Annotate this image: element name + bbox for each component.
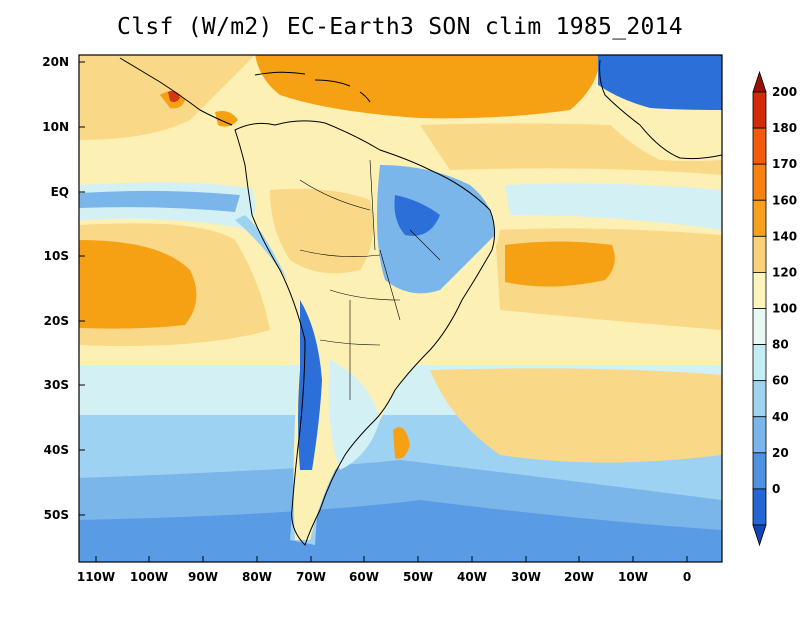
field-amazon-tan xyxy=(270,188,374,274)
lon-label-80w: 80W xyxy=(242,570,272,584)
lon-label-10w: 10W xyxy=(618,570,648,584)
colorbar-label: 180 xyxy=(772,121,797,135)
colorbar-label: 80 xyxy=(772,338,789,352)
colorbar-segment xyxy=(752,380,767,418)
colorbar-label: 60 xyxy=(772,374,789,388)
colorbar-top-triangle xyxy=(752,70,767,93)
colorbar-segment xyxy=(752,91,767,129)
colorbar-label: 200 xyxy=(772,85,797,99)
lon-label-30w: 30W xyxy=(511,570,541,584)
field-caribbean-orange xyxy=(215,111,238,127)
coastline-caribbean-islands xyxy=(254,71,371,103)
field-atlantic-eq-cyan xyxy=(505,183,722,230)
coastline-central-america xyxy=(119,57,233,126)
colorbar-segment xyxy=(752,199,767,237)
field-patagonia-orange xyxy=(393,427,410,459)
field-pacific-orange xyxy=(79,240,197,329)
field-north-atlantic-high xyxy=(255,55,600,119)
longitude-labels: 110W 100W 90W 80W 70W 60W 50W 40W 30W 20… xyxy=(77,570,691,584)
map-frame xyxy=(78,54,723,563)
lat-label-40s: 40S xyxy=(44,443,69,457)
lat-label-10n: 10N xyxy=(42,120,69,134)
colorbar-segment xyxy=(752,344,767,382)
field-africa-blue xyxy=(598,55,722,110)
colorbar-segment xyxy=(752,452,767,490)
colorbar-segment xyxy=(752,163,767,201)
field-south-atlantic-orange xyxy=(505,241,615,287)
colorbar-segment xyxy=(752,488,767,526)
coastline-south-america xyxy=(234,120,496,546)
colorbar-label: 170 xyxy=(772,157,797,171)
coastline-africa xyxy=(599,59,722,160)
lon-label-60w: 60W xyxy=(349,570,379,584)
lon-label-50w: 50W xyxy=(403,570,433,584)
lat-label-eq: EQ xyxy=(51,185,69,199)
lon-label-100w: 100W xyxy=(130,570,168,584)
colorbar-bottom-triangle xyxy=(752,524,767,547)
lon-label-20w: 20W xyxy=(564,570,594,584)
field-nordeste-deep xyxy=(394,195,440,236)
field-argentina-cyan xyxy=(328,360,380,470)
field-andes-blue xyxy=(298,300,322,470)
latitude-ticks xyxy=(79,61,85,516)
colorbar-label: 120 xyxy=(772,265,797,279)
colorbar-label: 160 xyxy=(772,193,797,207)
colorbar-label: 0 xyxy=(772,482,780,496)
country-borders xyxy=(299,159,441,400)
field-equatorial-blue xyxy=(79,190,240,212)
colorbar-segment xyxy=(752,127,767,165)
colorbar-label: 40 xyxy=(772,410,789,424)
field-south-atlantic-south-tan xyxy=(430,368,722,463)
lat-label-10s: 10S xyxy=(44,249,69,263)
colorbar-segment xyxy=(752,416,767,454)
latitude-labels: 20N 10N EQ 10S 20S 30S 40S 50S xyxy=(42,55,69,522)
lat-label-50s: 50S xyxy=(44,508,69,522)
colorbar-segment xyxy=(752,272,767,309)
colorbar-label: 140 xyxy=(772,229,797,243)
chart-title: Clsf (W/m2) EC-Earth3 SON clim 1985_2014 xyxy=(117,14,683,40)
colorbar-label: 100 xyxy=(772,302,797,316)
lon-label-70w: 70W xyxy=(296,570,326,584)
longitude-ticks xyxy=(95,556,688,562)
lat-label-20s: 20S xyxy=(44,314,69,328)
field-nordeste-blue xyxy=(376,165,495,294)
lat-label-20n: 20N xyxy=(42,55,69,69)
field-africa-light xyxy=(598,85,722,161)
lat-label-30s: 30S xyxy=(44,378,69,392)
lon-label-90w: 90W xyxy=(188,570,218,584)
lon-label-110w: 110W xyxy=(77,570,115,584)
colorbar-segment xyxy=(752,308,767,345)
map-panel xyxy=(79,55,722,562)
colorbar-segment xyxy=(752,235,767,273)
field-far-south-blue xyxy=(79,500,722,562)
colorbar-label: 20 xyxy=(772,446,789,460)
lon-label-0: 0 xyxy=(683,570,691,584)
lon-label-40w: 40W xyxy=(457,570,487,584)
